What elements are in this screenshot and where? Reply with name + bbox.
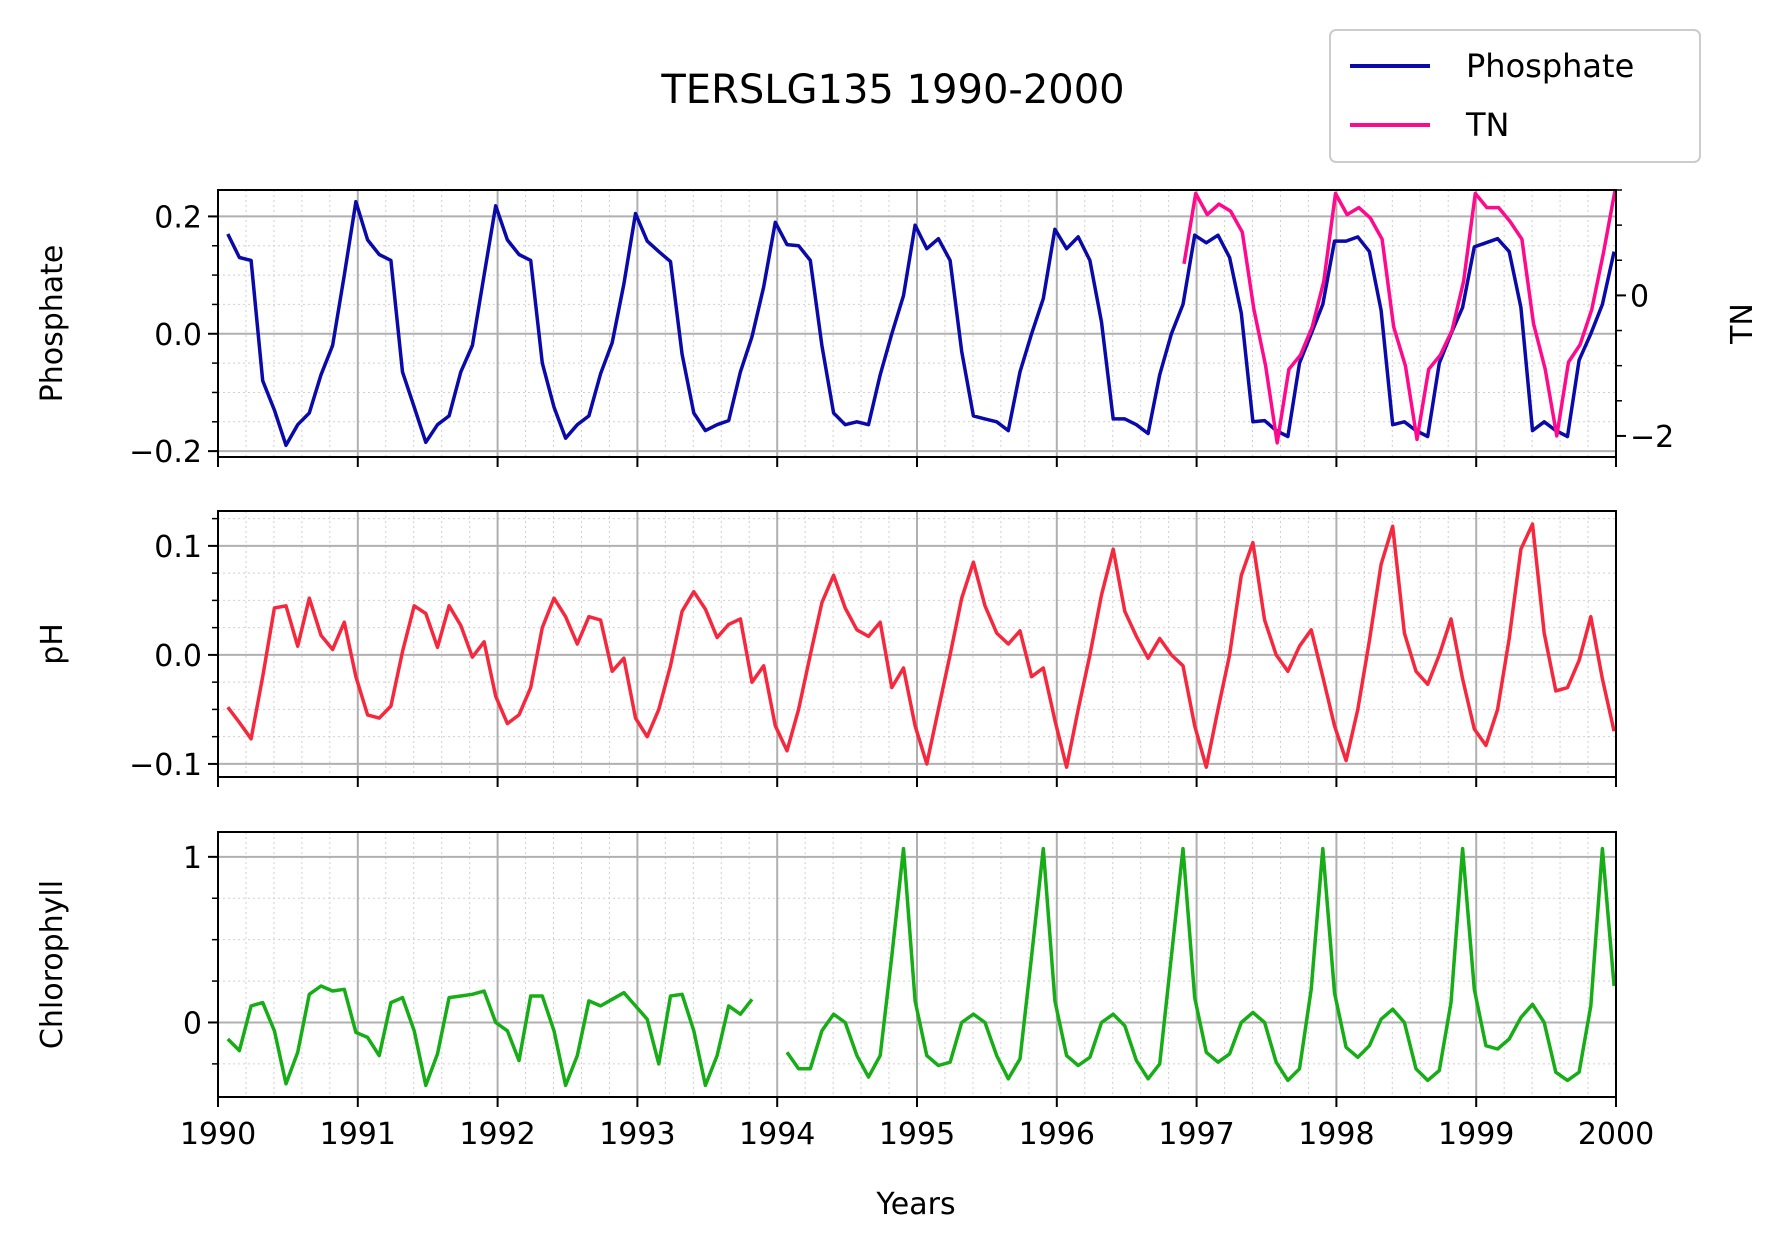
x-tick-label: 1993	[599, 1117, 675, 1152]
x-tick-label: 2000	[1578, 1117, 1654, 1152]
chart-title: TERSLG135 1990-2000	[660, 67, 1124, 113]
x-tick-label: 1990	[180, 1117, 256, 1152]
x-tick-label: 1992	[459, 1117, 535, 1152]
x-tick-label: 1991	[320, 1117, 396, 1152]
x-tick-label: 1996	[1019, 1117, 1095, 1152]
x-tick-label: 1994	[739, 1117, 815, 1152]
series-line-ph	[226, 522, 1616, 769]
legend-label-tn: TN	[1465, 106, 1509, 144]
y-tick-label: −0.2	[129, 435, 202, 470]
legend-label-phosphate: Phosphate	[1466, 47, 1634, 85]
panel-top: −0.2 0.0 0.2 −2 0 TN Phosphate	[35, 189, 1760, 470]
x-tick-label: 1999	[1438, 1117, 1514, 1152]
legend: Phosphate TN	[1329, 29, 1701, 163]
y-right-axis-label: TN	[1725, 303, 1760, 345]
panel-bottom: 0 1 Chlorophyll 1990 1991 1992 1993 1994 1995 199…	[35, 831, 1654, 1152]
y-right-tick-label: −2	[1630, 420, 1674, 455]
x-axis-label: Years	[875, 1187, 955, 1222]
y-axis-label: Phosphate	[35, 245, 70, 403]
x-tick-label: 1997	[1158, 1117, 1234, 1152]
y-tick-label: 0.0	[154, 318, 202, 353]
x-tick-label: 1998	[1298, 1117, 1374, 1152]
series-line-phosphate	[226, 199, 1616, 448]
y-tick-label: 0	[183, 1006, 202, 1041]
y-tick-label: 0.0	[154, 639, 202, 674]
y-tick-label: 1	[183, 841, 202, 876]
panel-middle: −0.1 0.0 0.1 pH	[35, 510, 1617, 787]
y-tick-label: 0.1	[154, 530, 202, 565]
y-tick-label: 0.2	[154, 200, 202, 235]
y-tick-label: −0.1	[129, 748, 202, 783]
legend-box	[1329, 29, 1701, 163]
y-axis-label: pH	[35, 623, 70, 665]
y-axis-label: Chlorophyll	[35, 880, 70, 1049]
series-line-chlorophyll	[226, 846, 1616, 1088]
x-tick-label: 1995	[879, 1117, 955, 1152]
series-line-tn	[1182, 189, 1617, 445]
y-right-tick-label: 0	[1630, 279, 1649, 314]
panels: −0.2 0.0 0.2 −2 0 TN Phosphate −0.1 0.0 0.1 pH 0 1 Ch…	[35, 189, 1760, 1152]
